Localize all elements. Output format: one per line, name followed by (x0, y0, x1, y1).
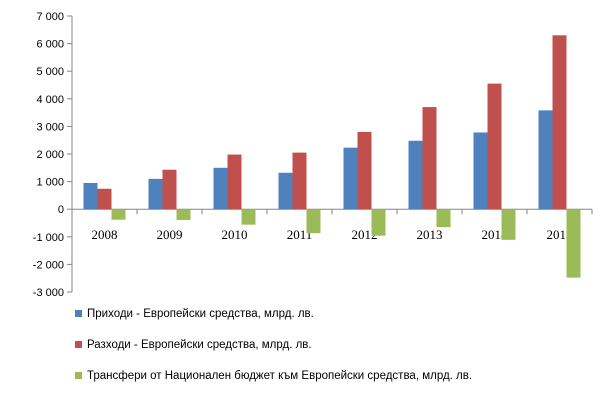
bar-series-3-2008 (111, 209, 126, 220)
x-tick-label: 2015 (547, 227, 573, 242)
bar-series-1-2009 (148, 178, 163, 210)
legend-label: Разходи - Европейски средства, млрд. лв. (87, 339, 312, 351)
bar-series-2-2013 (422, 107, 437, 210)
legend-swatch (75, 341, 82, 348)
bar-series-3-2010 (241, 209, 256, 225)
y-tick-label: 7 000 (36, 11, 64, 23)
y-tick-label: 3 000 (36, 121, 64, 133)
bar-series-3-2014 (501, 209, 516, 240)
x-tick-label: 2009 (157, 227, 183, 242)
bar-series-3-2013 (436, 209, 451, 228)
bar-series-3-2011 (306, 209, 321, 234)
y-tick-label: 1 000 (36, 177, 64, 189)
bar-series-1-2012 (343, 147, 358, 210)
bar-series-2-2015 (552, 35, 567, 210)
bar-series-1-2008 (83, 182, 98, 210)
x-tick-label: 2013 (417, 227, 443, 242)
x-tick-label: 2008 (92, 227, 118, 242)
y-tick-label: 4 000 (36, 94, 64, 106)
legend-swatch (75, 372, 82, 379)
x-tick-label: 2011 (287, 227, 313, 242)
bar-series-2-2011 (292, 152, 307, 210)
x-tick-label: 2012 (352, 227, 378, 242)
bar-series-1-2014 (473, 132, 488, 210)
bar-series-3-2015 (566, 209, 581, 278)
x-tick-label: 2010 (222, 227, 248, 242)
x-tick-label: 2014 (482, 227, 509, 242)
bar-series-3-2012 (371, 209, 386, 236)
bar-series-2-2010 (227, 154, 242, 210)
y-tick-label: -1 000 (33, 232, 64, 244)
legend-label: Трансфери от Национален бюджет към Европ… (87, 370, 472, 382)
y-tick-label: 2 000 (36, 149, 64, 161)
y-tick-label: -2 000 (33, 259, 64, 271)
bar-series-2-2012 (357, 131, 372, 210)
y-tick-label: 5 000 (36, 66, 64, 78)
bar-series-1-2013 (408, 140, 423, 210)
bar-series-1-2015 (538, 110, 553, 210)
bar-series-2-2009 (162, 169, 177, 210)
legend-label: Приходи - Европейски средства, млрд. лв. (87, 308, 314, 320)
legend-swatch (75, 310, 82, 317)
y-tick-label: 0 (58, 204, 64, 216)
bar-series-3-2009 (176, 209, 191, 220)
bar-series-2-2008 (97, 188, 112, 210)
y-tick-label: 6 000 (36, 39, 64, 51)
y-axis: 7 000 6 000 5 000 4 000 3 000 2 000 1 000 0 -1 0… (33, 11, 73, 299)
bar-series-1-2011 (278, 172, 293, 210)
bar-series-1-2010 (213, 167, 228, 210)
bar-series-2-2014 (487, 83, 502, 210)
legend: Приходи - Европейски средства, млрд. лв.… (75, 308, 472, 382)
y-tick-label: -3 000 (33, 287, 64, 299)
bars (83, 35, 581, 278)
